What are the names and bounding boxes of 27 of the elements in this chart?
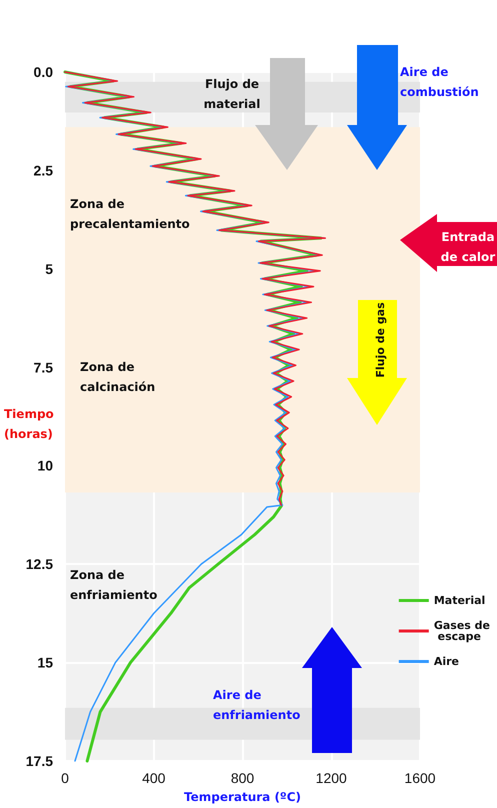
legend-label: Gases de escape [434, 619, 490, 643]
text: Entrada de calor [440, 230, 496, 264]
x-axis-title: Temperatura (ºC) [184, 790, 301, 804]
annotation: Flujo de gas [374, 302, 388, 378]
annotation: Zona de calcinación [80, 360, 156, 394]
annotation: Aire de combustión [400, 65, 479, 99]
x-tick-label: 1200 [316, 770, 348, 786]
annotation: Flujo de material [204, 77, 260, 111]
y-tick-label: 7.5 [34, 359, 54, 376]
legend-label: Aire [434, 655, 459, 668]
y-tick-label: 15 [37, 654, 54, 671]
y-axis-title: Tiempo (horas) [4, 407, 54, 441]
x-tick-label: 0 [61, 770, 70, 786]
y-tick-label: 12.5 [26, 556, 54, 572]
annotation: Aire de enfriamiento [213, 688, 300, 722]
x-tick-label: 800 [230, 770, 254, 786]
y-tick-label: 5 [45, 260, 54, 277]
legend-label: Material [434, 594, 486, 607]
y-tick-label: 10 [37, 458, 54, 474]
annotation: Zona de precalentamiento [70, 197, 190, 231]
y-tick-label: 0.0 [34, 64, 54, 80]
annotation: Zona de enfriamiento [70, 568, 158, 602]
y-tick-label: 17.5 [26, 753, 54, 769]
line-series [64, 71, 326, 506]
y-tick-label: 2.5 [34, 162, 54, 178]
x-tick-label: 400 [142, 770, 166, 786]
x-tick-label: 1600 [404, 770, 436, 786]
